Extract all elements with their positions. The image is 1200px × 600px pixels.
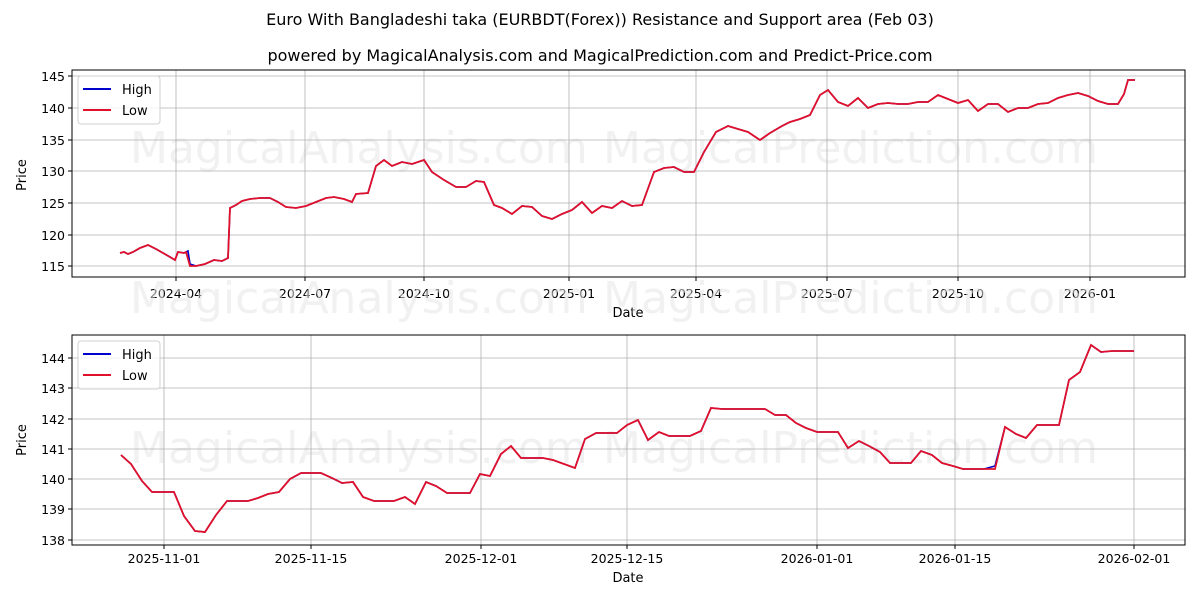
x-tick-2026-01-01: 2026-01-01 <box>781 551 854 566</box>
x-tick-2025-07: 2025-07 <box>801 286 853 301</box>
legend-low-label: Low <box>122 104 148 119</box>
y-tick-130: 130 <box>41 164 65 179</box>
x-tick-2024-04: 2024-04 <box>150 286 202 301</box>
x-tick-2026-01-15: 2026-01-15 <box>919 551 992 566</box>
bottom-y-ticks: 144 143 142 141 140 139 138 <box>41 351 72 548</box>
bottom-low-line <box>120 343 1134 533</box>
bottom-chart: MagicalAnalysis.com MagicalPrediction.co… <box>15 273 1186 586</box>
bottom-x-axis-label: Date <box>612 571 643 586</box>
watermark-prediction: MagicalPrediction.com <box>603 123 1098 174</box>
watermark-analysis: MagicalAnalysis.com <box>130 123 588 174</box>
top-low-line <box>119 79 1135 267</box>
x-tick-2026-01: 2026-01 <box>1064 286 1116 301</box>
watermark-prediction-mid: MagicalPrediction.com <box>603 273 1098 324</box>
top-axes-frame <box>71 69 1186 278</box>
x-tick-2026-02-01: 2026-02-01 <box>1098 551 1171 566</box>
y-tick-135: 135 <box>41 133 65 148</box>
top-grid <box>72 70 1185 277</box>
y-tick-143: 143 <box>41 381 65 396</box>
x-tick-2024-07: 2024-07 <box>279 286 331 301</box>
x-tick-2025-12-01: 2025-12-01 <box>445 551 518 566</box>
legend-high-label: High <box>122 83 152 98</box>
y-tick-144: 144 <box>41 351 65 366</box>
x-tick-2025-11-15: 2025-11-15 <box>275 551 348 566</box>
y-tick-115: 115 <box>41 259 65 274</box>
watermark-analysis-bottom: MagicalAnalysis.com <box>130 423 588 474</box>
top-chart: MagicalAnalysis.com MagicalPrediction.co… <box>15 69 1186 321</box>
y-tick-139: 139 <box>41 502 65 517</box>
y-tick-140: 140 <box>41 101 65 116</box>
y-tick-125: 125 <box>41 196 65 211</box>
chart-subtitle: powered by MagicalAnalysis.com and Magic… <box>267 46 933 65</box>
top-legend: High Low <box>77 75 161 125</box>
top-y-axis-label: Price <box>15 159 30 191</box>
chart-title: Euro With Bangladeshi taka (EURBDT(Forex… <box>266 10 934 29</box>
bottom-legend: High Low <box>77 340 161 390</box>
top-x-axis-label: Date <box>612 306 643 321</box>
legend-low-label-bottom: Low <box>122 369 148 384</box>
top-x-ticks: 2024-04 2024-07 2024-10 2025-01 2025-04 … <box>150 277 1116 301</box>
bottom-y-axis-label: Price <box>15 424 30 456</box>
y-tick-145: 145 <box>41 69 65 84</box>
x-tick-2025-12-15: 2025-12-15 <box>591 551 664 566</box>
x-tick-2025-01: 2025-01 <box>543 286 595 301</box>
y-tick-120: 120 <box>41 228 65 243</box>
x-tick-2025-10: 2025-10 <box>932 286 984 301</box>
top-y-ticks: 145 140 135 130 125 120 115 <box>41 69 72 274</box>
x-tick-2025-04: 2025-04 <box>670 286 722 301</box>
x-tick-2025-11-01: 2025-11-01 <box>128 551 201 566</box>
watermark-prediction-bottom: MagicalPrediction.com <box>603 423 1098 474</box>
y-tick-142: 142 <box>41 412 65 427</box>
watermark-analysis-mid: MagicalAnalysis.com <box>130 273 588 324</box>
y-tick-141: 141 <box>41 442 65 457</box>
x-tick-2024-10: 2024-10 <box>398 286 450 301</box>
y-tick-138: 138 <box>41 533 65 548</box>
y-tick-140: 140 <box>41 472 65 487</box>
legend-high-label-bottom: High <box>122 348 152 363</box>
bottom-axes-frame <box>71 334 1186 546</box>
bottom-x-ticks: 2025-11-01 2025-11-15 2025-12-01 2025-12… <box>128 545 1171 566</box>
